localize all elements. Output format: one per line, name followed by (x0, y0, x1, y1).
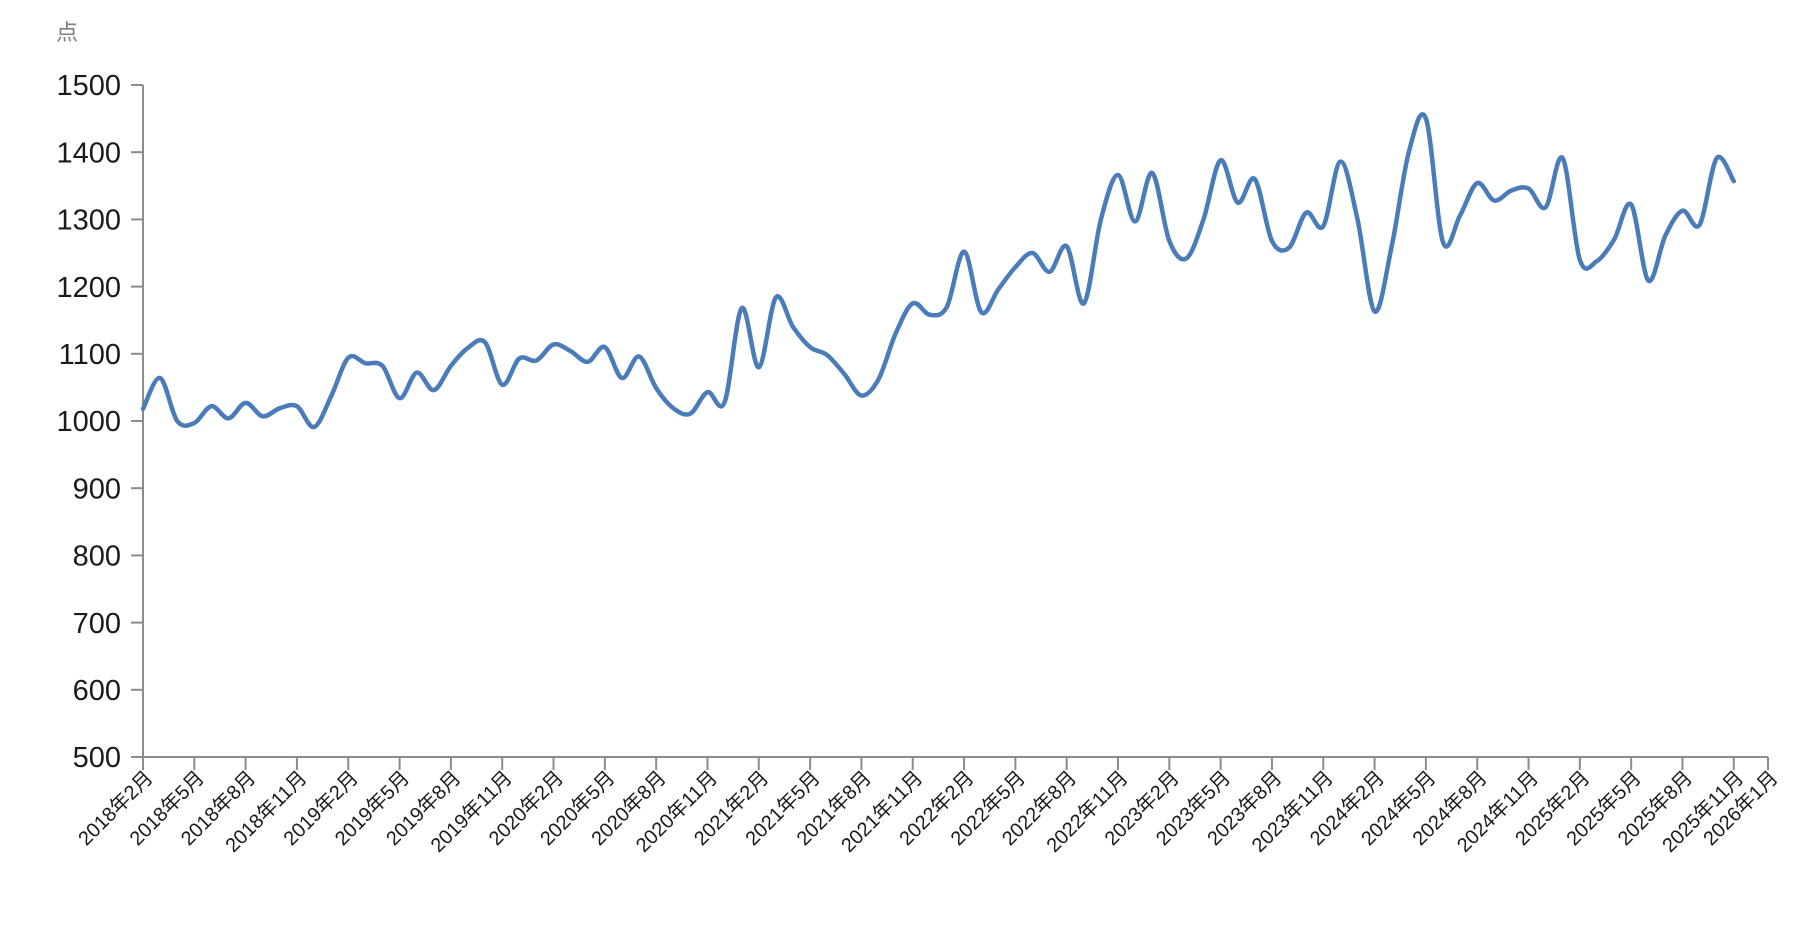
y-tick-label: 900 (73, 473, 121, 505)
y-axis-unit-label: 点 (56, 20, 80, 45)
y-tick-label: 1400 (56, 137, 121, 169)
y-tick-label: 1100 (59, 339, 121, 371)
index-series-line (140, 112, 1737, 430)
y-tick-label: 500 (73, 742, 121, 774)
y-tick-label: 1500 (56, 70, 121, 102)
y-tick-label: 1200 (56, 272, 121, 304)
y-tick-label: 600 (73, 675, 121, 707)
y-tick-label: 1000 (56, 406, 121, 438)
y-tick-label: 800 (73, 541, 121, 573)
y-tick-label: 700 (73, 608, 121, 640)
y-tick-label: 1300 (56, 205, 121, 237)
